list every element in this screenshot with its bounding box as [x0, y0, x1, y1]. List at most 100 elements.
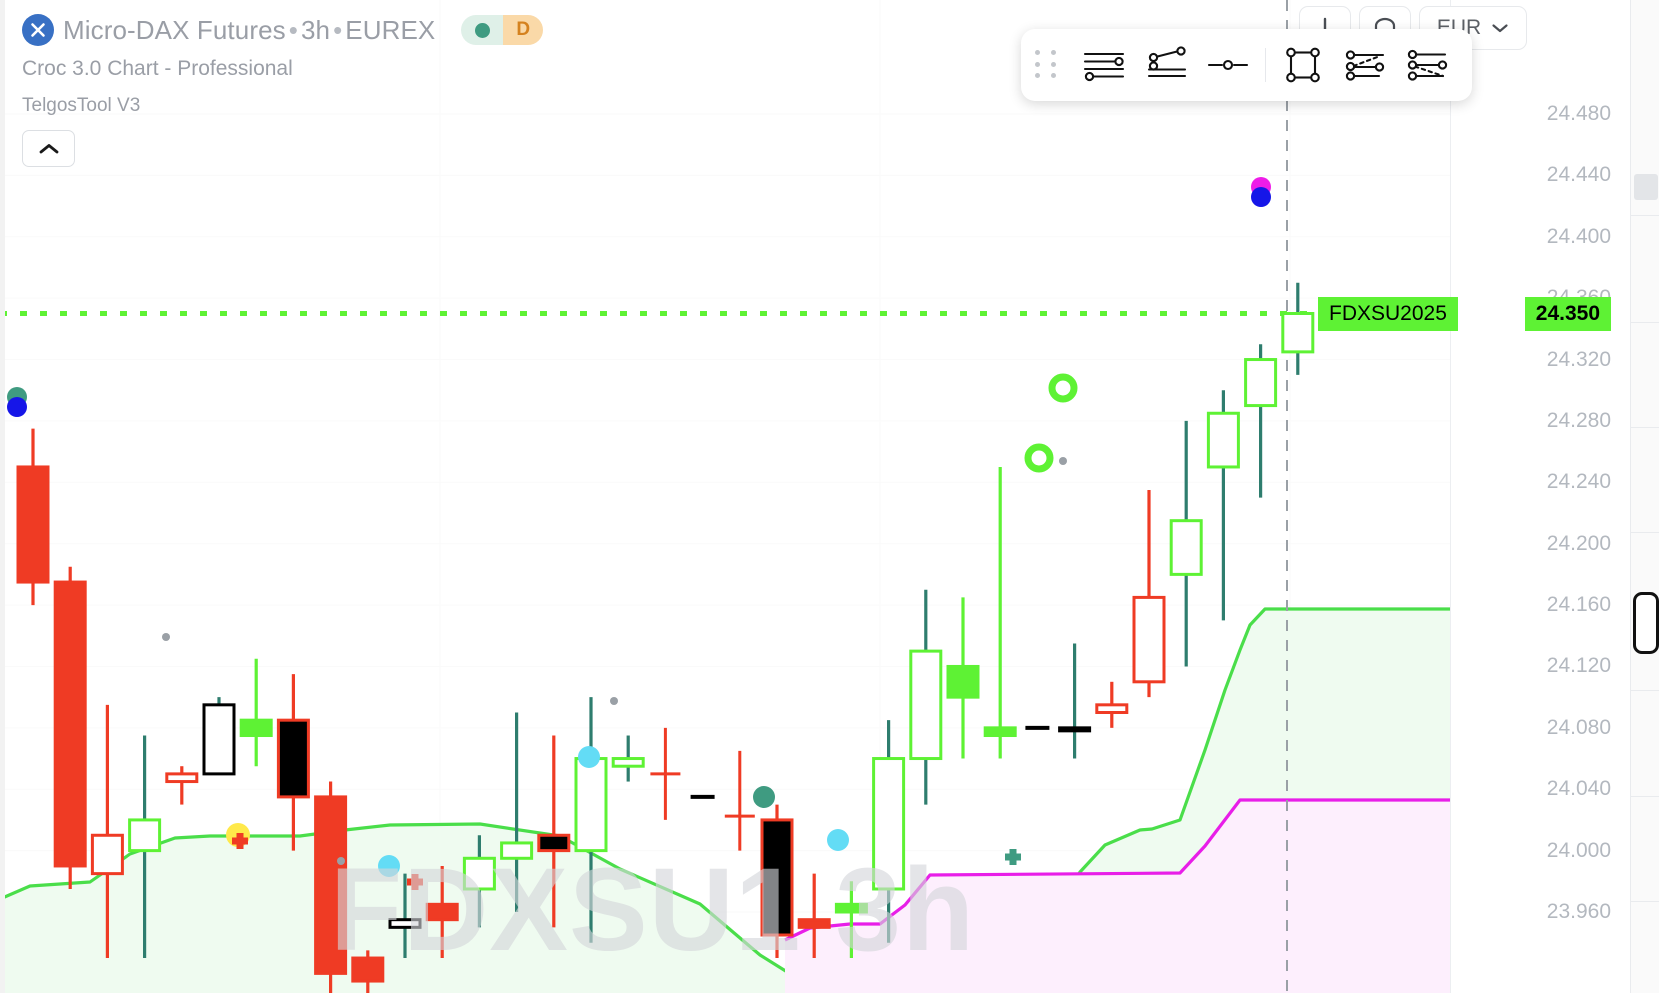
candlestick[interactable]	[1058, 643, 1092, 759]
signal-dot-grey[interactable]	[1059, 457, 1067, 465]
price-tick: 24.480	[1546, 102, 1611, 125]
signal-cross-red[interactable]	[407, 874, 423, 890]
pitchfork-tool[interactable]	[1135, 39, 1197, 91]
rounded-shape-icon	[1374, 17, 1396, 36]
title-sep-2: •	[333, 14, 343, 45]
drawing-tools-toolbar[interactable]	[1021, 29, 1472, 101]
rail-drag-handle[interactable]	[1633, 592, 1659, 654]
signal-dot-teal[interactable]	[753, 786, 775, 808]
price-tick: 24.080	[1546, 715, 1611, 739]
signal-ring-green[interactable]	[1024, 443, 1054, 473]
signal-cross-green[interactable]	[1005, 849, 1021, 865]
chart-canvas[interactable]	[0, 0, 1450, 993]
chart-title[interactable]: Micro-DAX Futures • 3h • EUREX	[63, 15, 435, 46]
price-tick: 24.120	[1546, 654, 1611, 678]
candlestick[interactable]	[351, 950, 385, 993]
candlestick[interactable]	[128, 735, 162, 959]
signal-dot-green-blue[interactable]	[7, 387, 27, 417]
candlestick[interactable]	[425, 865, 459, 959]
candlestick[interactable]	[1281, 282, 1315, 375]
right-side-rail[interactable]	[1630, 0, 1659, 993]
candlestick[interactable]	[1244, 344, 1278, 498]
rail-divider	[1631, 532, 1659, 533]
candlestick[interactable]	[537, 735, 571, 928]
rail-divider	[1631, 427, 1659, 428]
candlestick[interactable]	[1132, 489, 1166, 698]
title-exchange: EUREX	[345, 14, 436, 45]
price-tick: 24.280	[1546, 408, 1611, 432]
current-price-badge[interactable]: 24.350	[1524, 296, 1611, 331]
candlestick[interactable]	[314, 781, 348, 993]
left-edge-strip	[0, 0, 5, 993]
candlestick[interactable]	[276, 674, 310, 851]
candlestick[interactable]	[500, 712, 534, 913]
candlestick[interactable]	[760, 804, 794, 959]
signal-dot-cyan[interactable]	[578, 746, 600, 768]
candlestick[interactable]	[1095, 681, 1129, 728]
currency-selector[interactable]: EUR	[1419, 6, 1527, 50]
chart-subtitle: Croc 3.0 Chart - Professional	[22, 57, 293, 80]
candlestick[interactable]	[16, 428, 50, 606]
candlestick[interactable]	[909, 589, 943, 805]
price-tick: 23.960	[1546, 900, 1611, 923]
rail-divider	[1631, 322, 1659, 323]
candlestick[interactable]	[388, 873, 422, 959]
candlestick[interactable]	[1206, 390, 1240, 621]
parallel-channel-icon	[1083, 52, 1125, 82]
signal-dot-grey[interactable]	[610, 697, 618, 705]
pitchfork-icon	[1147, 46, 1187, 78]
signal-dot-grey[interactable]	[337, 857, 345, 865]
candlestick[interactable]	[611, 735, 645, 782]
price-tick: 24.400	[1546, 224, 1611, 248]
rail-chip[interactable]	[1634, 174, 1658, 200]
signal-dot-magenta-blue[interactable]	[1251, 177, 1271, 207]
candlestick[interactable]	[946, 597, 980, 759]
session-badge: D	[503, 15, 544, 45]
disjoint-channel-tool[interactable]	[1396, 39, 1458, 91]
rectangle-tool[interactable]	[1272, 39, 1334, 91]
candlestick[interactable]	[834, 881, 868, 959]
trend-line-tool[interactable]	[1073, 39, 1135, 91]
candlestick[interactable]	[462, 835, 496, 928]
candlestick[interactable]	[165, 766, 199, 805]
session-status-pill[interactable]: D	[461, 15, 544, 45]
rectangle-icon	[1286, 47, 1320, 83]
candlestick[interactable]	[239, 658, 273, 767]
status-dot-icon	[474, 22, 490, 38]
rail-divider	[1631, 690, 1659, 691]
candlestick[interactable]	[797, 873, 831, 959]
candlestick[interactable]	[90, 704, 124, 959]
chart-plot-area[interactable]	[0, 0, 1450, 993]
flat-top-channel-icon	[1345, 50, 1385, 81]
candlestick[interactable]	[872, 720, 906, 943]
candlestick[interactable]	[724, 750, 755, 851]
title-sep-1: •	[288, 14, 298, 45]
collapse-legend-button[interactable]	[22, 130, 75, 167]
candlestick[interactable]	[53, 566, 87, 889]
signal-dot-cyan[interactable]	[827, 829, 849, 851]
signal-dot-grey[interactable]	[162, 633, 170, 641]
candlestick[interactable]	[650, 727, 681, 820]
title-interval: 3h	[300, 14, 331, 45]
horizontal-ray-icon	[1207, 59, 1249, 71]
flat-channel-tool[interactable]	[1334, 39, 1396, 91]
indicator-label[interactable]: TelgosTool V3	[22, 95, 141, 116]
signal-ring-green[interactable]	[1048, 373, 1078, 403]
price-tick: 24.440	[1546, 163, 1611, 187]
current-symbol-badge[interactable]: FDXSU2025	[1318, 296, 1458, 331]
horizontal-segment-tool[interactable]	[1197, 39, 1259, 91]
candlestick[interactable]	[1169, 420, 1203, 667]
price-axis[interactable]: 24.48024.44024.40024.36024.32024.28024.2…	[1450, 0, 1630, 993]
signal-dot-cyan[interactable]	[378, 855, 400, 877]
title-symbol: Micro-DAX Futures	[63, 14, 286, 45]
chevron-up-icon	[39, 143, 58, 153]
candlestick[interactable]	[202, 697, 236, 776]
candlestick[interactable]	[983, 466, 1017, 759]
drag-grip-icon[interactable]	[1035, 50, 1061, 80]
signal-cross-red[interactable]	[226, 823, 250, 849]
price-tick: 24.040	[1546, 777, 1611, 801]
chart-header-main-row: Micro-DAX Futures • 3h • EUREX D	[22, 8, 544, 52]
price-tick: 24.200	[1546, 531, 1611, 555]
price-tick: 24.240	[1546, 470, 1611, 494]
